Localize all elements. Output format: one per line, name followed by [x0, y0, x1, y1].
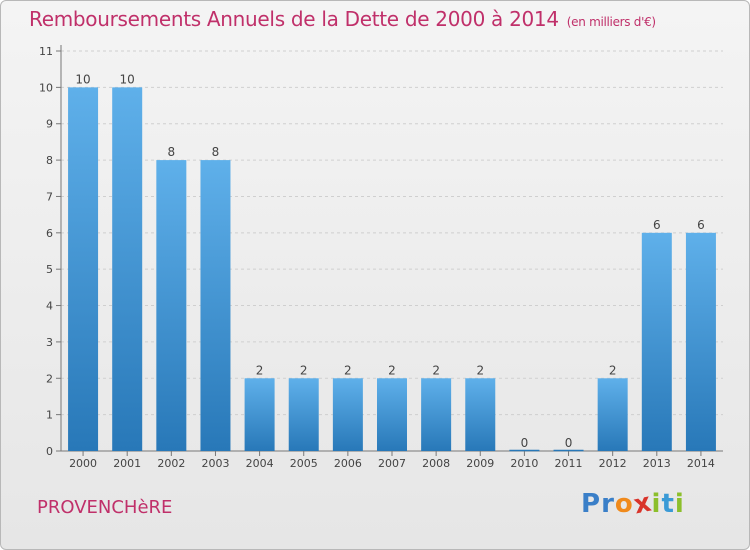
data-label: 8: [212, 145, 220, 159]
logo-letter: r: [601, 489, 615, 519]
chart-title: Remboursements Annuels de la Dette de 20…: [29, 7, 656, 31]
logo-letter: o: [614, 489, 634, 519]
bar: [156, 160, 187, 451]
data-label: 2: [256, 363, 264, 377]
data-labels: 10 10 8 8 2 2 2 2 2 2 0 0 2 6 6: [75, 72, 704, 450]
data-label: 6: [653, 218, 661, 232]
x-tick-label: 2002: [157, 457, 185, 470]
y-tick-label: 7: [46, 190, 53, 203]
bars: [68, 87, 716, 452]
x-tick-label: 2000: [69, 457, 97, 470]
data-label: 2: [609, 363, 617, 377]
data-label: 2: [432, 363, 440, 377]
data-label: 2: [300, 363, 308, 377]
x-tick-label: 2012: [599, 457, 627, 470]
y-tick-label: 0: [46, 445, 53, 458]
logo-letter: i: [651, 489, 662, 519]
y-tick-label: 3: [46, 336, 53, 349]
y-tick-label: 2: [46, 372, 53, 385]
data-label: 2: [388, 363, 396, 377]
y-tick-label: 4: [46, 300, 53, 313]
place-name: PROVENCHèRE: [37, 497, 173, 518]
x-tick-label: 2008: [422, 457, 450, 470]
data-label: 2: [476, 363, 484, 377]
x-tick-label: 2001: [113, 457, 141, 470]
chart-subtitle: (en milliers d'€): [566, 15, 656, 29]
chart-title-text: Remboursements Annuels de la Dette de 20…: [29, 7, 559, 31]
x-tick-label: 2004: [246, 457, 274, 470]
y-tick-label: 1: [46, 409, 53, 422]
x-tick-label: 2010: [510, 457, 538, 470]
data-label: 2: [344, 363, 352, 377]
bar: [641, 232, 672, 451]
bar: [112, 87, 143, 451]
x-tick-label: 2009: [466, 457, 494, 470]
y-tick-labels: 0 1 2 3 4 5 6 7 8 9 10 11: [39, 45, 53, 458]
logo-letter: P: [581, 489, 602, 519]
x-tick-label: 2014: [687, 457, 715, 470]
bar: [685, 232, 716, 451]
x-tick-labels: 2000 2001 2002 2003 2004 2005 2006 2007 2008 2009…: [69, 457, 715, 470]
logo-letter: i: [674, 489, 685, 519]
x-tick-label: 2011: [555, 457, 583, 470]
y-tick-label: 9: [46, 118, 53, 131]
y-tick-label: 8: [46, 154, 53, 167]
proxiti-logo: Proxiti: [581, 487, 685, 520]
data-label: 10: [120, 72, 135, 86]
y-tick-label: 11: [39, 45, 53, 58]
bar: [68, 87, 99, 451]
bar: [377, 378, 407, 451]
bar: [597, 378, 628, 451]
data-label: 8: [168, 145, 176, 159]
bar: [421, 378, 452, 451]
x-tick-label: 2013: [643, 457, 671, 470]
data-label: 10: [75, 72, 90, 86]
bar: [332, 378, 363, 451]
bar: [465, 378, 496, 451]
data-label: 6: [697, 218, 705, 232]
y-tick-label: 10: [39, 81, 53, 94]
data-label: 0: [521, 436, 529, 450]
x-tick-label: 2003: [201, 457, 229, 470]
bar: [200, 160, 231, 451]
data-label: 0: [565, 436, 573, 450]
y-tick-label: 5: [46, 263, 53, 276]
logo-letter: t: [661, 489, 675, 519]
x-tick-label: 2006: [334, 457, 362, 470]
y-tick-label: 6: [46, 227, 53, 240]
bar: [288, 378, 319, 451]
x-tick-label: 2005: [290, 457, 318, 470]
bar: [244, 378, 275, 451]
x-tick-label: 2007: [378, 457, 406, 470]
